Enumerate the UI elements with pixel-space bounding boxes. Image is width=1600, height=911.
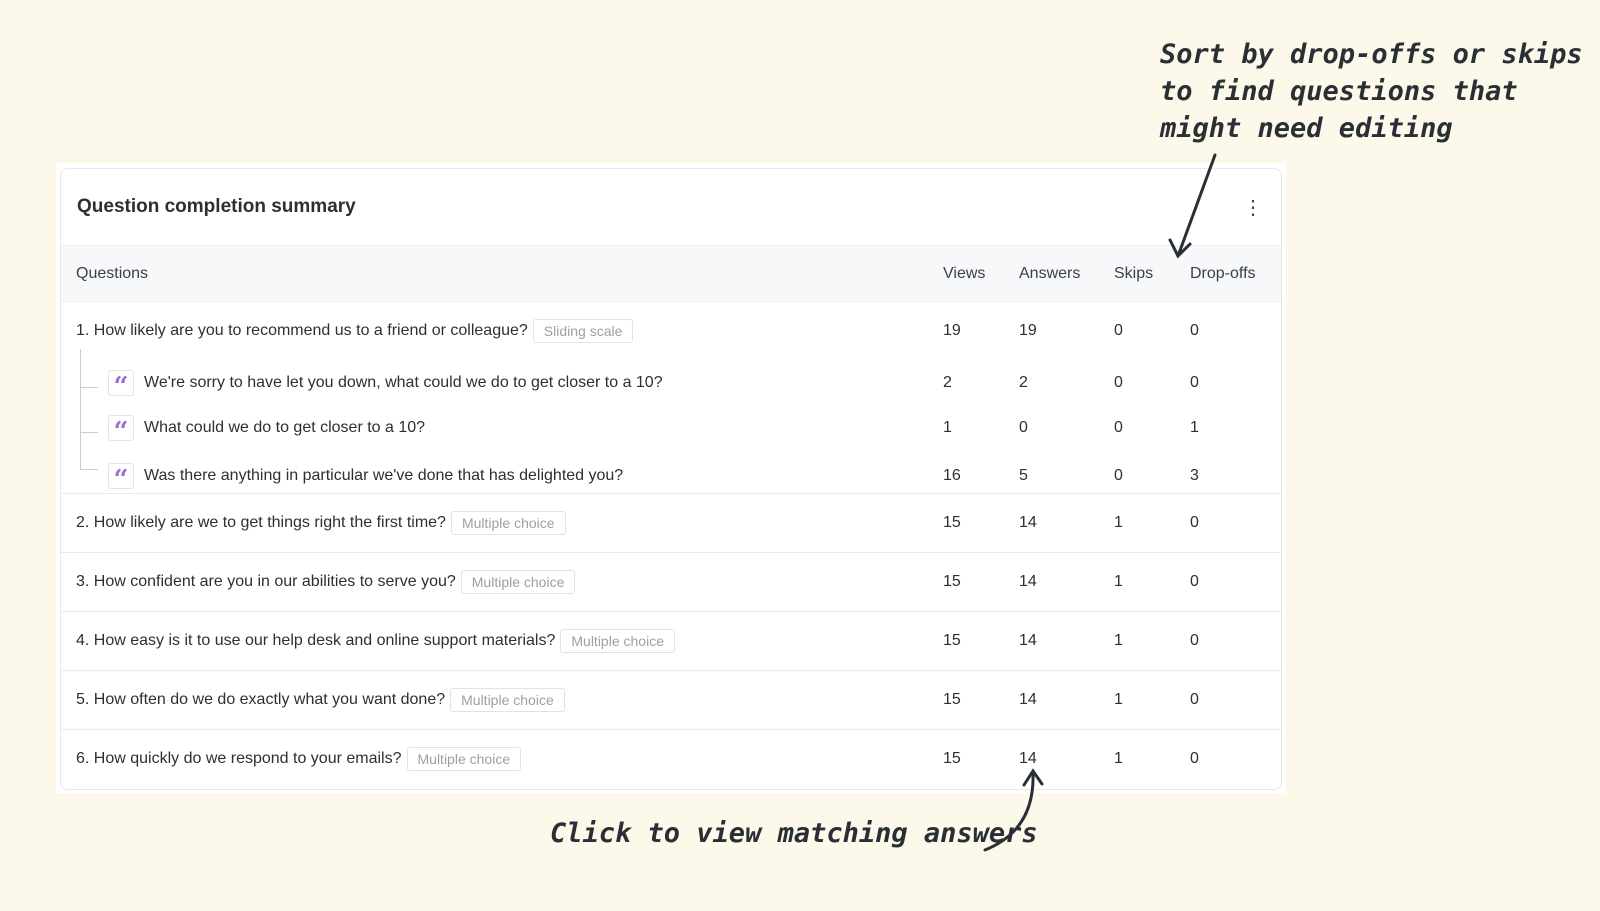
skips-cell[interactable]: 0 [1114,322,1123,339]
question-type-tag: Multiple choice [406,747,522,771]
table-header: Questions Views Answers Skips Drop-offs [61,246,1281,302]
question-text: 2. How likely are we to get things right… [76,514,446,531]
answers-cell[interactable]: 14 [1019,632,1037,649]
tree-connector [80,432,98,433]
question-type-tag: Multiple choice [560,629,675,653]
skips-cell[interactable]: 1 [1114,750,1123,767]
quote-icon: “ [108,463,134,493]
skips-cell[interactable]: 1 [1114,632,1123,649]
click-hint-annotation: Click to view matching answers [550,818,1038,849]
dropoffs-cell[interactable]: 3 [1190,467,1199,484]
skips-cell[interactable]: 0 [1114,373,1123,391]
answers-cell[interactable]: 2 [1019,373,1028,391]
sort-hint-annotation: Sort by drop-offs or skips to find quest… [1160,36,1583,147]
views-cell[interactable]: 1 [943,418,952,436]
answers-cell[interactable]: 0 [1019,418,1028,436]
dropoffs-cell[interactable]: 0 [1190,322,1199,339]
table-row: 5. How often do we do exactly what you w… [61,671,1281,730]
dropoffs-cell[interactable]: 0 [1190,632,1199,649]
skips-cell[interactable]: 0 [1114,418,1123,436]
dropoffs-cell[interactable]: 0 [1190,691,1199,708]
column-skips[interactable]: Skips [1114,264,1154,282]
views-cell[interactable]: 2 [943,373,952,391]
dropoffs-cell[interactable]: 0 [1190,573,1199,590]
annotation-line: Sort by drop-offs or skips [1160,39,1583,70]
views-cell[interactable]: 15 [943,691,961,708]
annotation-line: to find questions that [1160,76,1518,107]
question-text: 5. How often do we do exactly what you w… [76,691,446,708]
views-cell[interactable]: 15 [943,573,961,590]
views-cell[interactable]: 15 [943,750,961,767]
views-cell[interactable]: 16 [943,467,961,484]
answers-cell[interactable]: 19 [1019,322,1037,339]
answers-cell[interactable]: 14 [1019,750,1037,767]
annotation-line: might need editing [1160,113,1453,144]
skips-cell[interactable]: 1 [1114,573,1123,590]
table-row: 6. How quickly do we respond to your ema… [61,730,1281,788]
tree-connector [80,387,98,388]
quote-icon: “ [108,414,134,445]
table-row: 3. How confident are you in our abilitie… [61,553,1281,612]
quote-icon: “ [108,369,134,400]
column-answers[interactable]: Answers [1019,264,1081,282]
card-title: Question completion summary [77,196,356,217]
views-cell[interactable]: 19 [943,322,961,339]
followup-row: “ What could we do to get closer to a 10?… [61,405,1281,450]
views-cell[interactable]: 15 [943,514,961,531]
column-views[interactable]: Views [943,264,986,282]
dropoffs-cell[interactable]: 1 [1190,418,1199,436]
table-row: 4. How easy is it to use our help desk a… [61,612,1281,671]
followup-text: Was there anything in particular we've d… [144,467,624,484]
followup-row: “ Was there anything in particular we've … [61,450,1281,502]
tree-connector [80,349,99,469]
table-row: 1. How likely are you to recommend us to… [61,302,1281,360]
question-type-tag: Multiple choice [460,570,576,594]
answers-cell[interactable]: 5 [1019,467,1028,484]
dropoffs-cell[interactable]: 0 [1190,750,1199,767]
arrow-to-dropoffs-icon [1168,153,1217,259]
skips-cell[interactable]: 1 [1114,691,1123,708]
question-completion-card: Question completion summary ⋮ Questions … [60,168,1282,790]
tree-connector [80,469,98,470]
question-group-1: 1. How likely are you to recommend us to… [61,302,1281,494]
arrow-to-answers-icon [983,768,1044,852]
question-type-tag: Multiple choice [450,688,565,712]
answers-cell[interactable]: 14 [1019,573,1037,590]
question-type-tag: Multiple choice [450,511,566,535]
table-row: 2. How likely are we to get things right… [61,494,1281,553]
question-text: 6. How quickly do we respond to your ema… [76,750,402,767]
dropoffs-cell[interactable]: 0 [1190,514,1199,531]
followup-row: “ We're sorry to have let you down, what … [61,360,1281,405]
column-questions: Questions [76,264,149,282]
column-dropoffs[interactable]: Drop-offs [1190,264,1256,282]
question-text: 3. How confident are you in our abilitie… [76,573,456,590]
skips-cell[interactable]: 0 [1114,467,1123,484]
views-cell[interactable]: 15 [943,632,961,649]
question-type-tag: Sliding scale [532,319,634,343]
answers-cell[interactable]: 14 [1019,691,1037,708]
dropoffs-cell[interactable]: 0 [1190,373,1199,391]
answers-cell[interactable]: 14 [1019,514,1037,531]
skips-cell[interactable]: 1 [1114,514,1123,531]
question-text: 1. How likely are you to recommend us to… [76,322,528,339]
followup-text: We're sorry to have let you down, what c… [144,373,663,391]
kebab-menu-icon[interactable]: ⋮ [1243,196,1263,219]
card-header: Question completion summary ⋮ [61,169,1281,246]
followup-text: What could we do to get closer to a 10? [144,418,426,436]
question-text: 4. How easy is it to use our help desk a… [76,632,556,649]
